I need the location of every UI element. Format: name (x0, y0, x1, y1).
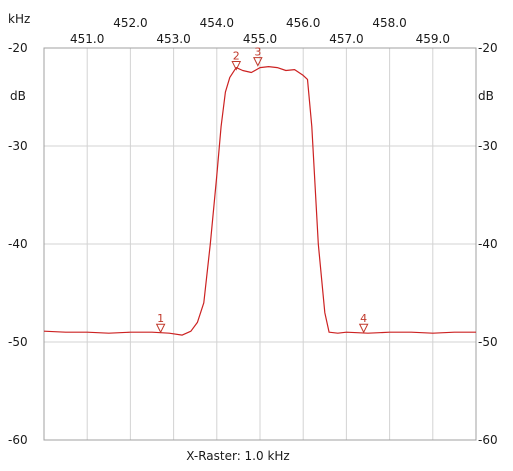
marker-label: 3 (254, 46, 261, 59)
y-ticks-left: -20 -30 -40 -50 -60 (8, 41, 28, 447)
marker-triangle (358, 323, 369, 334)
x-ticks-top: 452.0 454.0 456.0 458.0 (113, 16, 407, 30)
x-ticks-bottom: 451.0 453.0 455.0 457.0 459.0 (70, 32, 450, 46)
x-tick-label-top: 458.0 (372, 16, 406, 30)
x-tick-label-bottom: 457.0 (329, 32, 363, 46)
marker-1: 1 (155, 312, 166, 334)
x-tick-label-top: 454.0 (200, 16, 234, 30)
x-tick-label-top: 456.0 (286, 16, 320, 30)
plot-frame (43, 47, 477, 441)
y-tick-label-right: -40 (478, 237, 498, 251)
x-tick-label-top: 452.0 (113, 16, 147, 30)
x-raster-label: X-Raster: 1.0 kHz (186, 449, 289, 463)
x-tick-label-bottom: 455.0 (243, 32, 277, 46)
marker-4: 4 (358, 312, 369, 334)
y-tick-label-left: -50 (8, 335, 28, 349)
y-tick-label-left: -30 (8, 139, 28, 153)
marker-triangle (253, 57, 263, 67)
y-tick-label-left: -20 (8, 41, 28, 55)
marker-label: 2 (233, 50, 240, 63)
x-tick-label-bottom: 459.0 (416, 32, 450, 46)
x-axis-unit-label: kHz (8, 12, 30, 26)
y-axis-unit-label-right: dB (478, 89, 494, 103)
marker-2: 2 (231, 50, 242, 71)
y-tick-label-left: -40 (8, 237, 28, 251)
x-tick-label-bottom: 451.0 (70, 32, 104, 46)
x-tick-label-bottom: 453.0 (156, 32, 190, 46)
y-tick-label-right: -30 (478, 139, 498, 153)
marker-label: 1 (157, 312, 164, 325)
marker-label: 4 (360, 312, 367, 325)
marker-triangle (155, 323, 166, 334)
series-line-0 (43, 65, 476, 336)
y-tick-label-left: -60 (8, 433, 28, 447)
y-tick-label-right: -50 (478, 335, 498, 349)
marker-triangle (231, 61, 242, 71)
marker-3: 3 (253, 46, 263, 67)
grid (44, 48, 476, 440)
markers: 1 2 3 4 (155, 46, 369, 334)
y-axis-unit-label-left: dB (10, 89, 26, 103)
series-layer (43, 65, 476, 336)
y-ticks-right: -20 -30 -40 -50 -60 (478, 41, 498, 447)
y-tick-label-right: -60 (478, 433, 498, 447)
y-tick-label-right: -20 (478, 41, 498, 55)
